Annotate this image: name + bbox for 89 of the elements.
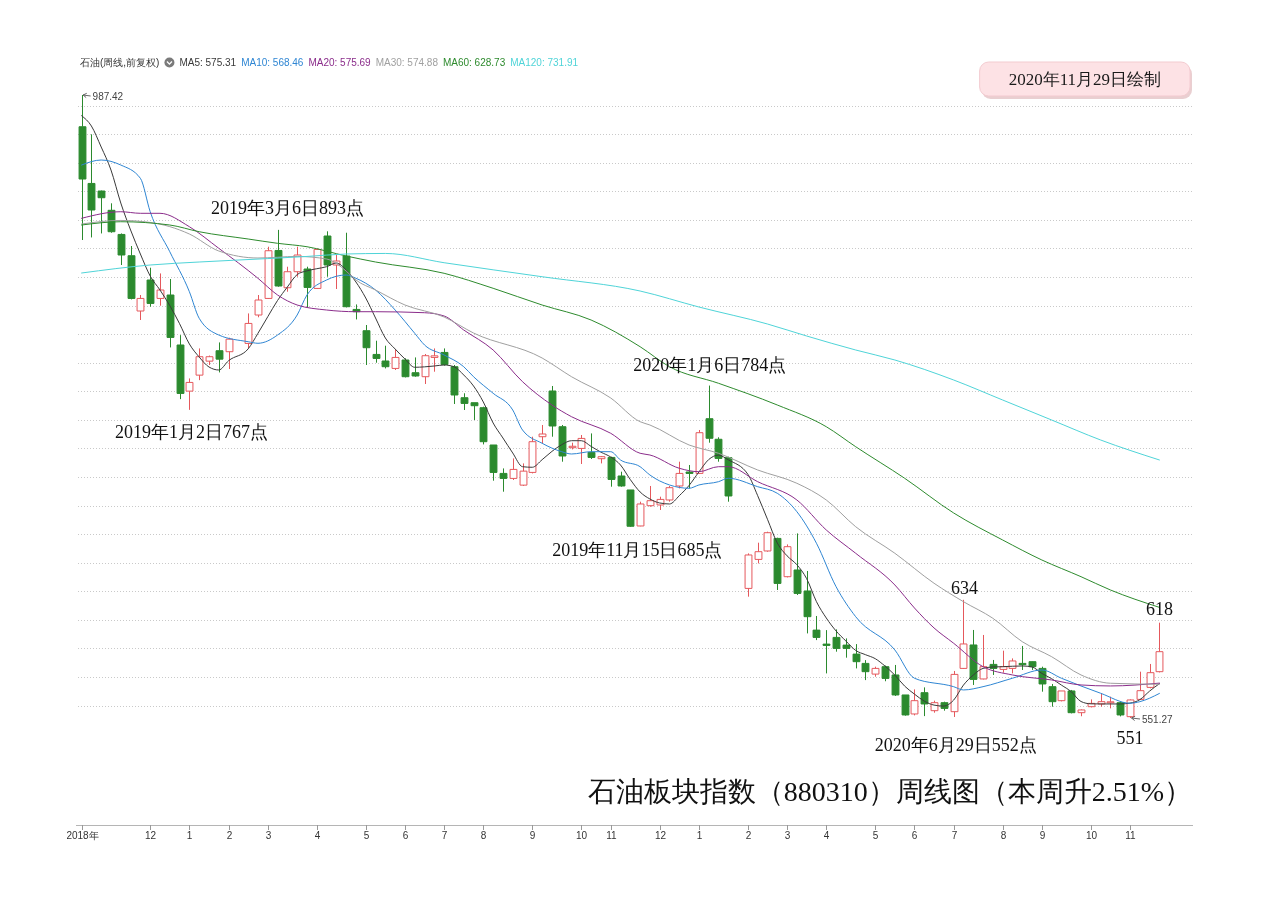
x-tick-label: 8 — [480, 830, 487, 841]
candlestick — [166, 278, 175, 348]
x-tick-label: 9 — [1039, 830, 1046, 841]
annotation: 551 — [1116, 728, 1144, 749]
x-tick-label: 4 — [823, 830, 830, 841]
annotation: 2019年3月6日893点 — [211, 197, 365, 218]
candlestick — [254, 294, 263, 318]
x-tick-label: 12 — [654, 830, 667, 841]
x-tick-label: 2018年 — [66, 830, 99, 841]
candlestick — [264, 246, 273, 300]
candlestick — [381, 345, 390, 369]
x-tick-label: 10 — [1085, 830, 1098, 841]
candlestick — [185, 377, 194, 411]
candlestick — [1057, 690, 1066, 702]
x-tick-label: 3 — [784, 830, 791, 841]
candlestick — [479, 406, 488, 445]
candlestick — [852, 643, 861, 669]
candlestick — [597, 455, 606, 464]
annotation: 551.27 — [1142, 714, 1174, 725]
candlestick — [920, 686, 929, 717]
annotation: 987.42 — [92, 91, 124, 102]
candlestick — [685, 464, 694, 489]
candlestick — [362, 324, 371, 366]
candlestick — [225, 337, 234, 370]
x-tick-label: 5 — [363, 830, 370, 841]
x-tick-label: 4 — [314, 830, 321, 841]
candlestick — [773, 537, 782, 591]
x-tick-label: 10 — [575, 830, 588, 841]
candlestick — [871, 666, 880, 678]
candlestick — [812, 615, 821, 641]
candlestick — [244, 312, 253, 349]
annotation: 2020年6月29日552点 — [874, 734, 1037, 755]
candlestick — [587, 432, 596, 460]
candlestick — [626, 489, 635, 528]
candlestick — [391, 348, 400, 371]
candlestick — [1077, 708, 1086, 717]
candlestick — [215, 341, 224, 373]
text: MA60: 628.73 — [442, 57, 506, 68]
candlestick — [705, 385, 714, 444]
x-tick-label: 11 — [1125, 830, 1137, 841]
text: MA5: 575.31 — [179, 57, 237, 68]
annotation: 2019年1月2日767点 — [114, 421, 268, 442]
x-tick-label: 2 — [226, 830, 233, 841]
legend-title: 石油(周线,前复权) — [80, 57, 160, 68]
text: 石油板块指数（880310）周线图（本周升2.51%） — [587, 776, 1192, 807]
x-tick-label: 2 — [745, 830, 752, 841]
candlestick — [675, 461, 684, 489]
candlestick — [950, 670, 959, 718]
candlestick — [695, 429, 704, 475]
candlestick — [538, 424, 547, 444]
text: 2020年11月29日绘制 — [1008, 70, 1161, 89]
candlestick — [303, 266, 312, 309]
x-tick-label: 9 — [529, 830, 536, 841]
candlestick — [1067, 689, 1076, 714]
text: MA20: 575.69 — [308, 57, 372, 68]
candlestick — [342, 232, 351, 308]
text: MA10: 568.46 — [241, 57, 304, 68]
candlestick — [861, 659, 870, 681]
x-tick-label: 6 — [402, 830, 409, 841]
annotation: 634 — [950, 577, 978, 598]
candlestick — [969, 629, 978, 686]
candlestick — [136, 294, 145, 321]
candlestick — [450, 364, 459, 405]
candlestick — [146, 267, 155, 308]
x-tick-label: 6 — [911, 830, 918, 841]
x-tick-label: 5 — [872, 830, 879, 841]
x-tick-label: 3 — [265, 830, 272, 841]
x-tick-label: 7 — [441, 830, 448, 841]
x-tick-label: 8 — [1000, 830, 1007, 841]
candlestick — [372, 340, 381, 364]
x-tick-label: 12 — [144, 830, 157, 841]
candlestick — [499, 467, 508, 493]
text: MA120: 731.91 — [510, 57, 579, 68]
text: MA30: 574.88 — [375, 57, 439, 68]
x-tick-label: 1 — [696, 830, 703, 841]
candlestick — [783, 543, 792, 578]
candlestick — [1048, 683, 1057, 708]
candlestick — [489, 444, 498, 482]
annotation: 2019年11月15日685点 — [552, 539, 723, 560]
candlestick — [274, 229, 283, 288]
annotation: 618 — [1145, 598, 1173, 619]
candlestick — [1155, 622, 1164, 673]
candlestick — [176, 334, 185, 400]
annotation: 2020年1月6日784点 — [633, 354, 787, 375]
candlestick — [910, 688, 919, 716]
x-tick-label: 1 — [186, 830, 193, 841]
x-tick-label: 11 — [606, 830, 618, 841]
candlestick — [959, 599, 968, 670]
x-tick-label: 7 — [951, 830, 958, 841]
